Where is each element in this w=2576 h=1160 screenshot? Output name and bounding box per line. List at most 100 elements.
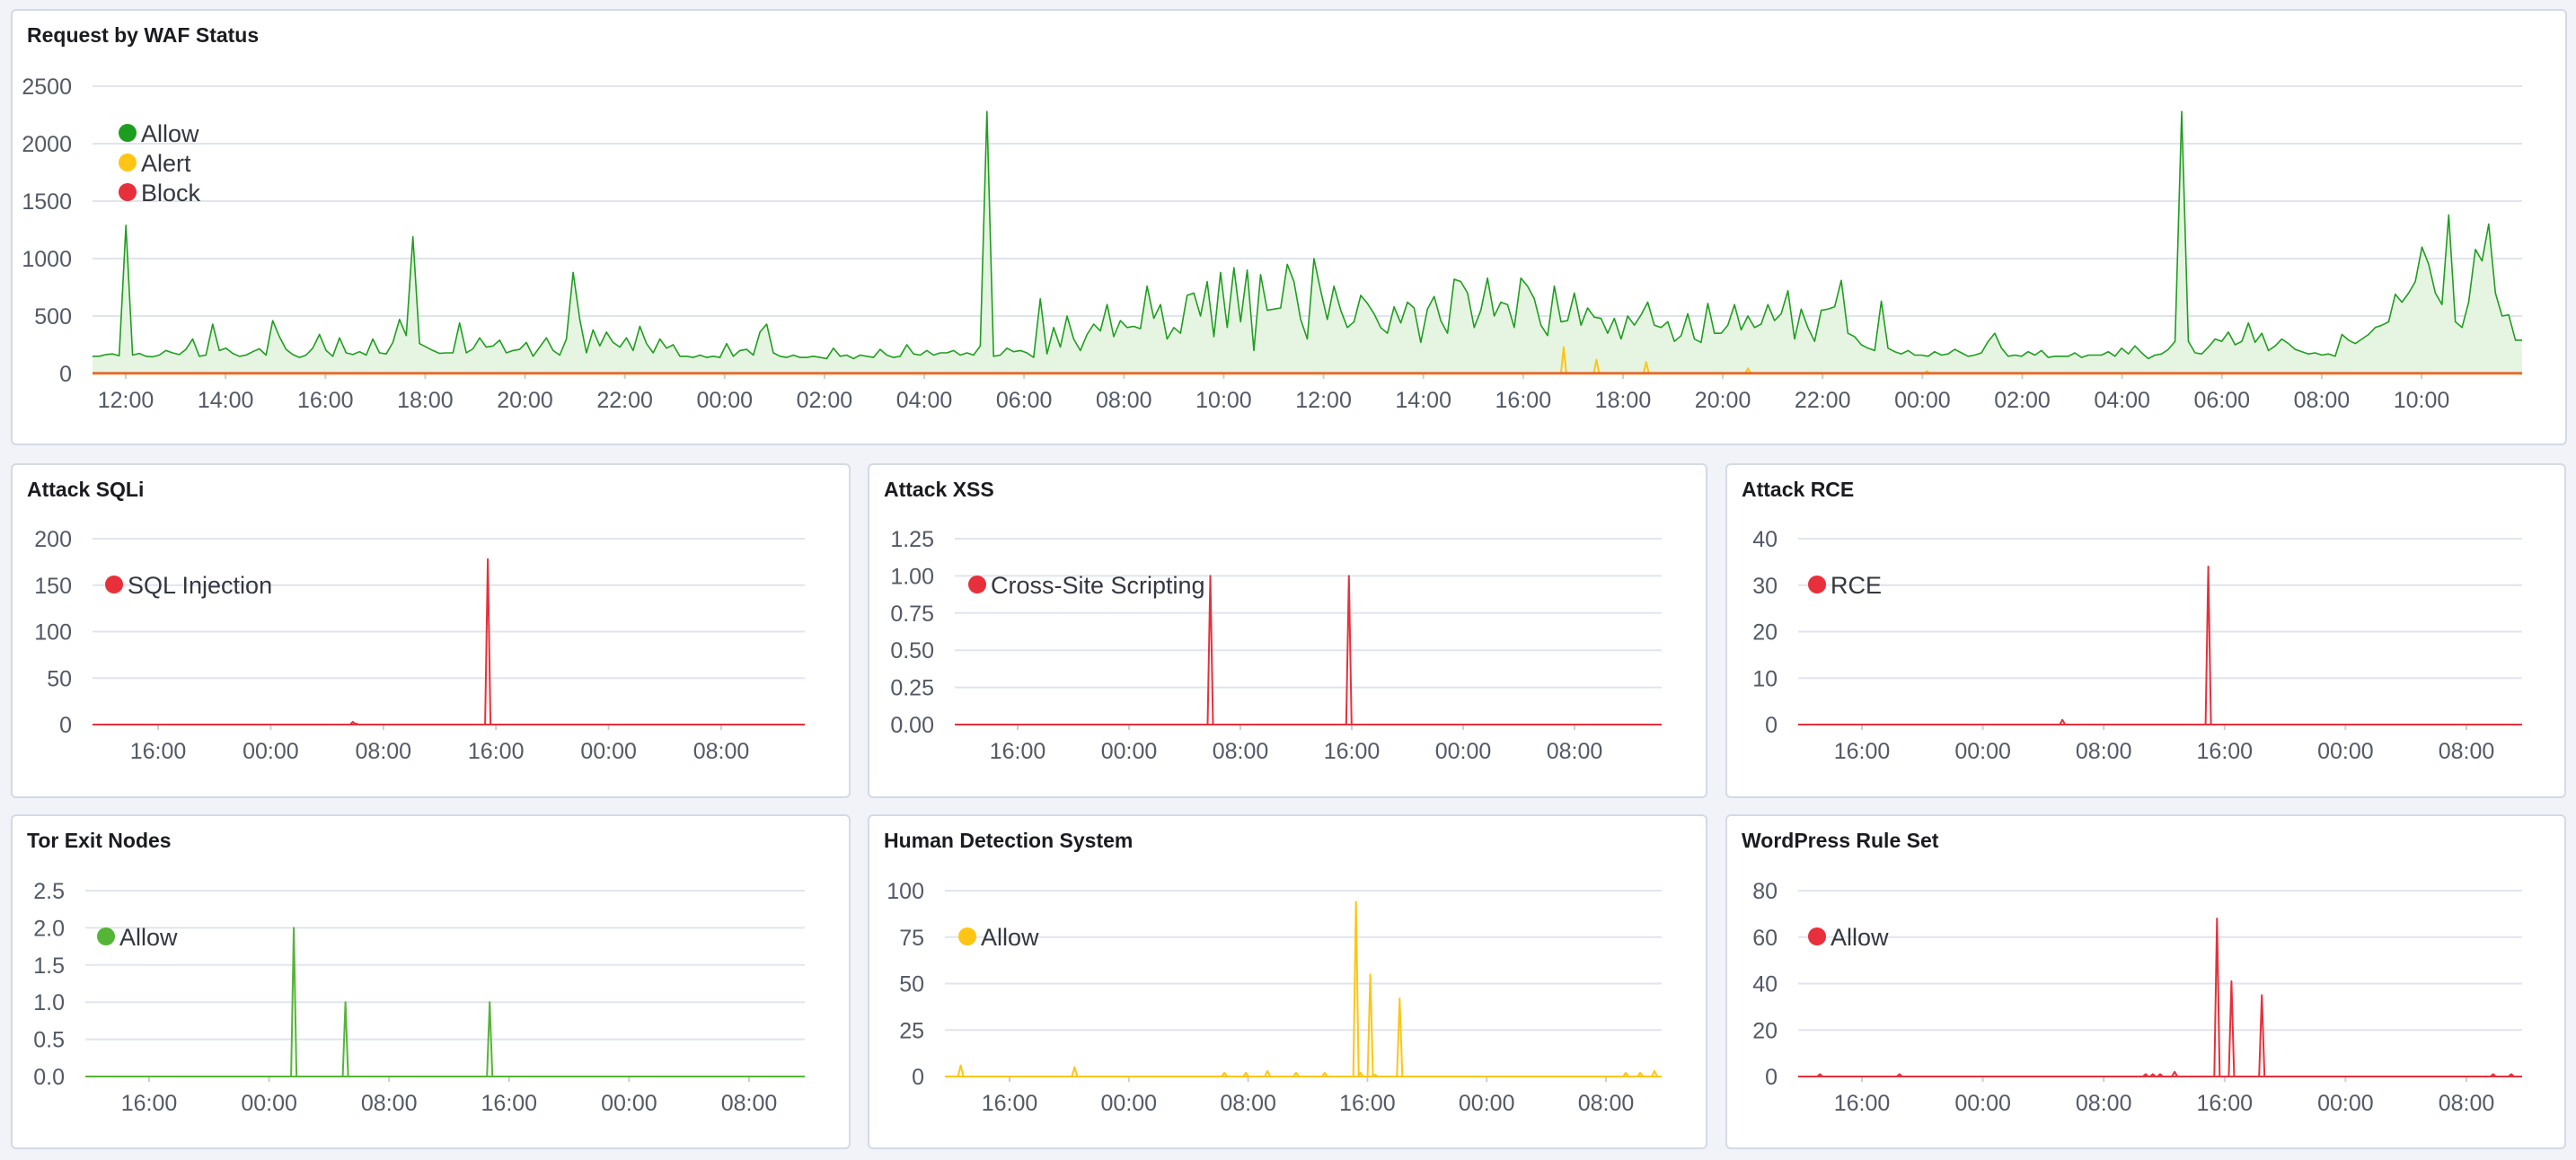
x-tick-label: 00:00	[601, 1091, 657, 1116]
chart-2: 0.00 0.25 0.50 0.75 1.00 1.25 16:00 00:00 08:00 1…	[890, 527, 1662, 764]
y-tick-label: 0.50	[890, 638, 934, 663]
x-tick-label: 20:00	[497, 388, 553, 413]
y-tick-label: 1.5	[33, 953, 65, 979]
legend-label: SQL Injection	[128, 572, 272, 599]
y-tick-label: 60	[1752, 926, 1778, 951]
chart-4: 0.0 0.5 1.0 1.5 2.0 2.5 16:00 00:00 08:00 16:00 00…	[33, 879, 805, 1116]
x-tick-label: 00:00	[1954, 1091, 2011, 1116]
x-tick-label: 22:00	[596, 388, 653, 413]
legend-label: Allow	[119, 924, 178, 951]
y-tick-label: 0	[59, 362, 72, 387]
x-tick-label: 08:00	[1578, 1091, 1635, 1116]
panel-title: Request by WAF Status	[27, 23, 260, 47]
x-tick-label: 16:00	[1834, 1091, 1891, 1116]
series-line-allow	[85, 927, 805, 1077]
x-tick-label: 16:00	[468, 739, 525, 764]
chart-3: 0 10 20 30 40 16:00 00:00 08:00 16:00 00:00 08:00 R…	[1752, 527, 2522, 764]
x-tick-label: 16:00	[2197, 1091, 2254, 1116]
y-tick-label: 1.00	[890, 564, 934, 589]
x-tick-label: 08:00	[2439, 1091, 2495, 1116]
x-tick-label: 10:00	[1195, 388, 1252, 413]
y-tick-label: 80	[1752, 879, 1778, 904]
y-tick-label: 75	[899, 926, 924, 951]
x-tick-label: 08:00	[2076, 739, 2132, 764]
legend-label: Block	[141, 180, 201, 207]
panel-human-detection-system: Human Detection System	[868, 814, 1707, 1149]
x-tick-label: 16:00	[990, 739, 1046, 764]
y-tick-label: 0	[912, 1065, 924, 1090]
legend-dot	[968, 576, 986, 593]
x-tick-label: 08:00	[1096, 388, 1152, 413]
x-tick-label: 08:00	[361, 1091, 418, 1116]
x-tick-label: 08:00	[721, 1091, 778, 1116]
panel-title: Attack SQLi	[27, 478, 145, 501]
x-tick-label: 20:00	[1695, 388, 1751, 413]
y-tick-label: 0.75	[890, 602, 934, 627]
series-area-allow	[93, 111, 2522, 373]
x-tick-label: 16:00	[1339, 1091, 1396, 1116]
y-tick-label: 500	[34, 304, 72, 330]
chart-0: 0 500 1000 1500 2000 2500 12:00 14:00 16:00 18:00…	[22, 75, 2522, 413]
x-tick-label: 08:00	[1547, 739, 1603, 764]
y-tick-label: 0.0	[33, 1065, 65, 1090]
panel-tor-exit-nodes: Tor Exit Nodes	[11, 814, 851, 1149]
x-tick-label: 16:00	[1324, 739, 1381, 764]
x-tick-label: 00:00	[1101, 739, 1158, 764]
y-tick-label: 2.5	[33, 879, 65, 904]
legend-dot	[958, 927, 976, 945]
x-tick-label: 16:00	[481, 1091, 538, 1116]
x-tick-label: 08:00	[1220, 1091, 1276, 1116]
legend-label: Alert	[141, 150, 191, 177]
x-tick-label: 00:00	[243, 739, 299, 764]
x-tick-label: 00:00	[2317, 1091, 2374, 1116]
x-tick-label: 08:00	[2076, 1091, 2132, 1116]
y-tick-label: 100	[34, 620, 72, 646]
y-tick-label: 1.0	[33, 990, 65, 1015]
x-tick-label: 12:00	[98, 388, 154, 413]
series-line-allow	[93, 110, 2522, 360]
x-tick-label: 16:00	[1495, 388, 1552, 413]
y-tick-label: 40	[1752, 527, 1778, 552]
x-tick-label: 10:00	[2394, 388, 2450, 413]
y-tick-label: 150	[34, 574, 72, 599]
x-tick-label: 00:00	[1101, 1091, 1158, 1116]
legend-dot	[97, 927, 115, 945]
chart-1: 0 50 100 150 200 16:00 00:00 08:00 16:00 00:00 08:…	[34, 527, 805, 764]
x-tick-label: 18:00	[1595, 388, 1652, 413]
x-tick-label: 16:00	[982, 1091, 1038, 1116]
series-line-allow	[1798, 918, 2522, 1077]
x-tick-label: 08:00	[693, 739, 750, 764]
y-tick-label: 0.5	[33, 1028, 65, 1053]
x-tick-label: 14:00	[1395, 388, 1451, 413]
panel-title: WordPress Rule Set	[1742, 829, 1939, 852]
legend-dot	[1808, 576, 1826, 593]
series-line-allow	[945, 901, 1662, 1077]
x-tick-label: 08:00	[1213, 739, 1269, 764]
panel-title: Attack RCE	[1742, 478, 1855, 501]
chart-5: 0 25 50 75 100 16:00 00:00 08:00 16:00 00:00 08:00…	[887, 879, 1662, 1116]
y-tick-label: 100	[887, 879, 924, 904]
chart-6: 0 20 40 60 80 16:00 00:00 08:00 16:00 00:00 08:00 A…	[1752, 879, 2522, 1116]
x-tick-label: 04:00	[2094, 388, 2150, 413]
y-tick-label: 50	[47, 666, 72, 691]
legend-label: RCE	[1831, 572, 1882, 599]
x-tick-label: 00:00	[1435, 739, 1492, 764]
y-tick-label: 2500	[22, 75, 72, 100]
legend-dot	[105, 576, 123, 593]
x-tick-label: 16:00	[2197, 739, 2254, 764]
x-tick-label: 08:00	[2294, 388, 2351, 413]
y-tick-label: 0	[59, 713, 72, 738]
x-tick-label: 16:00	[121, 1091, 178, 1116]
x-tick-label: 16:00	[297, 388, 354, 413]
x-tick-label: 22:00	[1795, 388, 1851, 413]
x-tick-label: 06:00	[996, 388, 1053, 413]
x-tick-label: 12:00	[1295, 388, 1352, 413]
x-tick-label: 04:00	[896, 388, 953, 413]
x-tick-label: 08:00	[2439, 739, 2495, 764]
x-tick-label: 00:00	[1459, 1091, 1515, 1116]
y-tick-label: 20	[1752, 620, 1778, 646]
y-tick-label: 0.00	[890, 713, 934, 738]
y-tick-label: 25	[899, 1018, 924, 1043]
y-tick-label: 1500	[22, 189, 72, 215]
